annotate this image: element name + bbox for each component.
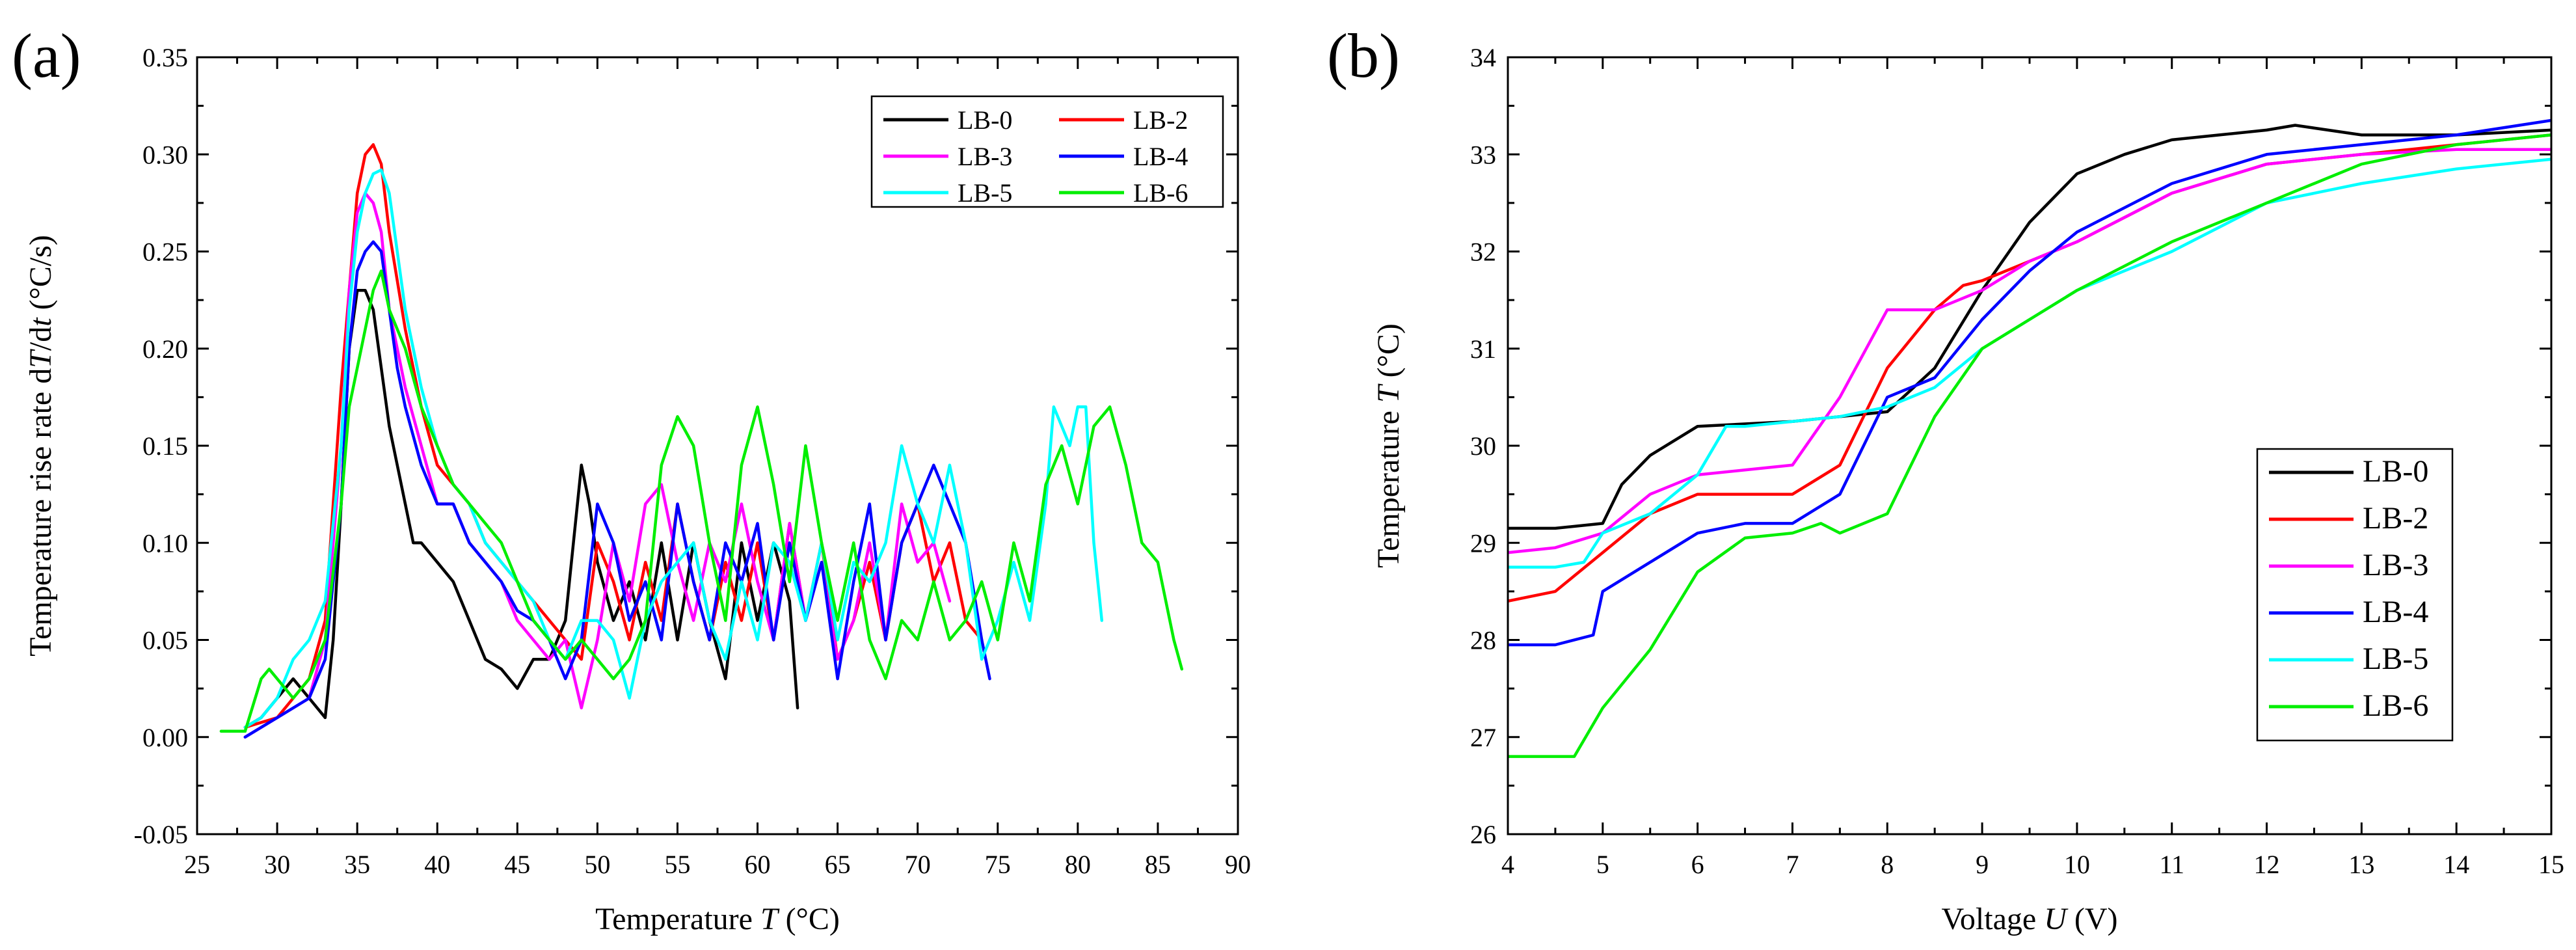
- x-tick-label: 13: [2348, 850, 2374, 879]
- x-tick-label: 50: [584, 850, 610, 879]
- series-line-lb-3: [1508, 148, 2551, 554]
- y-tick-label: 28: [1470, 626, 1496, 655]
- x-tick-label: 30: [264, 850, 290, 879]
- series-group-b: [1508, 118, 2551, 758]
- x-tick-label: 40: [424, 850, 450, 879]
- y-tick-label: 27: [1470, 723, 1496, 752]
- legend-label-lb-3: LB-3: [2363, 548, 2428, 582]
- panel-label-b: (b): [1327, 21, 1400, 90]
- x-tick-label: 75: [985, 850, 1011, 879]
- legend-label-lb-6: LB-6: [2363, 688, 2428, 723]
- x-axis-title-variable: U: [2044, 902, 2069, 936]
- x-tick-label: 6: [1691, 850, 1704, 879]
- panel-label-a: (a): [12, 21, 81, 90]
- series-line-lb-5: [1508, 157, 2551, 569]
- series-line-lb-5: [243, 168, 1104, 729]
- y-axis-title-unit: (°C/s): [23, 235, 58, 318]
- x-tick-label: 80: [1065, 850, 1091, 879]
- x-tick-label: 65: [825, 850, 851, 879]
- legend-label-lb-0: LB-0: [958, 105, 1012, 135]
- legend-b: LB-0 LB-2 LB-3 LB-4 LB-5 LB-6: [2256, 448, 2454, 742]
- legend-box: [2256, 448, 2454, 742]
- y-axis-title-variable: T: [1371, 383, 1406, 403]
- legend-label-lb-5: LB-5: [958, 178, 1012, 208]
- x-tick-label: 4: [1501, 850, 1514, 879]
- x-tick-label: 9: [1976, 850, 1989, 879]
- series-line-lb-0: [243, 288, 799, 729]
- x-tick-label: 25: [184, 850, 210, 879]
- y-tick-label: 32: [1470, 238, 1496, 267]
- chart-b: 4 5 6 7 8 9 10 11 12 13 14 15 26 27 28 29 30 31 32 33 34 Volt…: [1327, 21, 2564, 936]
- y-tick-label: 29: [1470, 528, 1496, 558]
- y-tick-label: 0.10: [142, 528, 188, 558]
- legend-a: LB-0 LB-2 LB-3 LB-4 LB-5 LB-6: [870, 95, 1224, 208]
- y-tick-label: 0.05: [142, 626, 188, 655]
- x-tick-label: 12: [2254, 850, 2280, 879]
- y-tick-label: 0.20: [142, 334, 188, 364]
- y-axis-title-mid: /d: [23, 327, 58, 351]
- x-axis-title-variable: T: [760, 902, 780, 936]
- y-axis-title-variable-2: t: [23, 317, 58, 327]
- x-tick-label: 14: [2443, 850, 2469, 879]
- y-tick-label: 26: [1470, 820, 1496, 849]
- y-tick-label: -0.05: [134, 820, 188, 849]
- y-tick-label: 0.35: [142, 43, 188, 72]
- y-tick-label: 0.00: [142, 723, 188, 752]
- series-line-lb-4: [243, 240, 991, 739]
- y-axis-title-unit: (°C): [1371, 323, 1406, 385]
- x-axis-title: Voltage U (V): [1941, 902, 2117, 936]
- legend-label-lb-3: LB-3: [958, 142, 1012, 171]
- y-axis-title-variable: T: [23, 349, 58, 368]
- x-tick-label: 8: [1881, 850, 1894, 879]
- legend-label-lb-2: LB-2: [2363, 501, 2428, 536]
- x-tick-label: 35: [344, 850, 370, 879]
- x-tick-label: 10: [2064, 850, 2090, 879]
- legend-box: [870, 95, 1224, 208]
- series-group-a: [219, 143, 1184, 739]
- series-line-lb-3: [243, 191, 952, 739]
- y-tick-label: 0.15: [142, 431, 188, 461]
- legend-label-lb-2: LB-2: [1133, 105, 1188, 135]
- x-tick-label: 5: [1596, 850, 1609, 879]
- x-tick-label: 70: [905, 850, 931, 879]
- legend-label-lb-0: LB-0: [2363, 454, 2428, 489]
- x-tick-label: 85: [1145, 850, 1171, 879]
- legend-label-lb-5: LB-5: [2363, 642, 2428, 676]
- y-axis-title-prefix: Temperature rise rate d: [23, 368, 58, 657]
- y-axis-title-prefix: Temperature: [1371, 403, 1406, 568]
- series-line-lb-6: [1508, 133, 2551, 758]
- y-tick-label: 30: [1470, 431, 1496, 461]
- x-tick-label: 15: [2538, 850, 2564, 879]
- y-tick-label: 0.30: [142, 140, 188, 169]
- series-line-lb-4: [1508, 118, 2551, 647]
- y-axis-title: Temperature T (°C): [1371, 323, 1406, 568]
- y-tick-label: 0.25: [142, 238, 188, 267]
- x-tick-label: 90: [1225, 850, 1251, 879]
- x-tick-label: 45: [504, 850, 530, 879]
- x-tick-label: 60: [745, 850, 771, 879]
- x-tick-label: 7: [1786, 850, 1799, 879]
- x-axis-title-prefix: Voltage: [1941, 902, 2044, 936]
- x-axis-title: Temperature T (°C): [595, 902, 840, 936]
- series-line-lb-6: [219, 269, 1184, 733]
- x-axis-title-unit: (°C): [778, 902, 840, 936]
- legend-label-lb-4: LB-4: [2363, 595, 2428, 629]
- y-tick-label: 33: [1470, 140, 1496, 169]
- y-tick-label: 31: [1470, 334, 1496, 364]
- legend-label-lb-4: LB-4: [1133, 142, 1188, 171]
- x-axis-title-unit: (V): [2067, 902, 2118, 936]
- x-tick-label: 11: [2159, 850, 2184, 879]
- y-tick-label: 34: [1470, 43, 1496, 72]
- x-axis-title-prefix: Temperature: [595, 902, 760, 936]
- y-axis-title: Temperature rise rate dT/dt (°C/s): [23, 235, 58, 657]
- legend-label-lb-6: LB-6: [1133, 178, 1188, 208]
- chart-a: 25 30 35 40 45 50 55 60 65 70 75 80 85 90 -0.05 0.00 0.0…: [12, 21, 1251, 936]
- x-tick-label: 55: [664, 850, 690, 879]
